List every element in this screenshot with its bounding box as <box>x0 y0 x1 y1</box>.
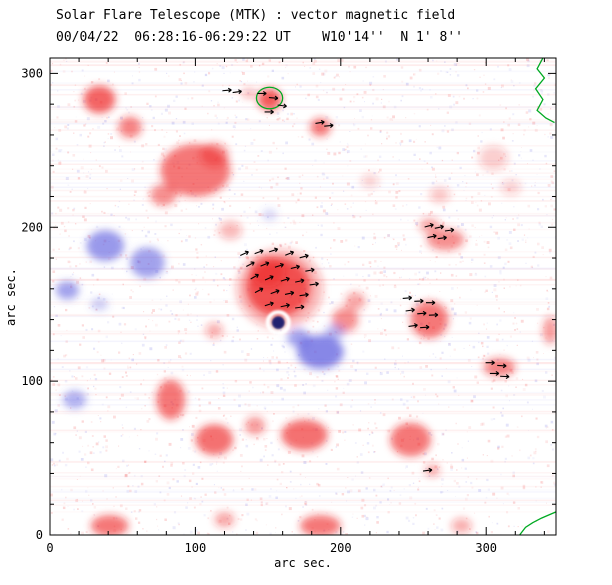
svg-text:0: 0 <box>36 528 43 542</box>
figure-title: Solar Flare Telescope (MTK) : vector mag… <box>56 8 456 23</box>
svg-text:200: 200 <box>21 220 43 234</box>
svg-text:300: 300 <box>21 66 43 80</box>
svg-text:300: 300 <box>475 541 497 555</box>
x-axis-label: arc sec. <box>274 556 332 570</box>
svg-text:0: 0 <box>46 541 53 555</box>
svg-text:100: 100 <box>185 541 207 555</box>
svg-text:200: 200 <box>330 541 352 555</box>
figure-subtitle: 00/04/22 06:28:16-06:29:22 UT W10'14'' N… <box>56 30 463 45</box>
svg-text:100: 100 <box>21 374 43 388</box>
